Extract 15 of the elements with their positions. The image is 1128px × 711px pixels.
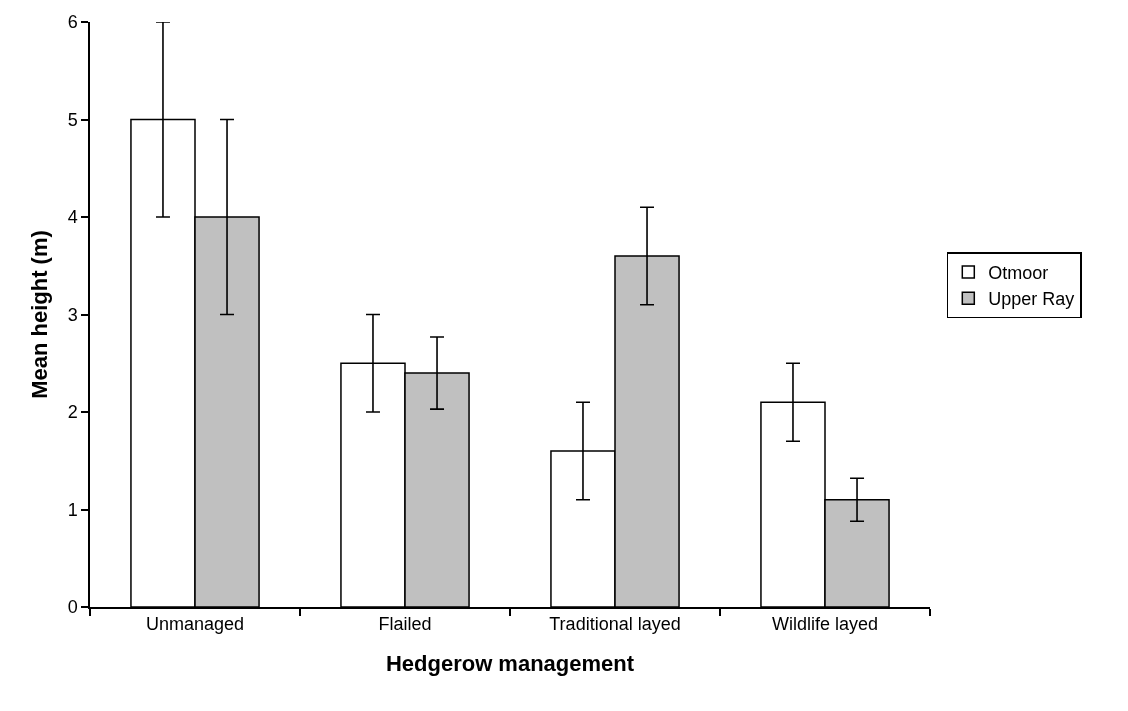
y-tick-label: 1 [67, 499, 78, 520]
x-tick-label: Traditional layed [549, 614, 681, 635]
legend-label: Otmoor [988, 262, 1049, 283]
x-axis-title: Hedgerow management [385, 650, 635, 676]
x-tick-label: Wildlife layed [771, 614, 879, 635]
y-tick-label: 5 [67, 109, 78, 130]
y-tick-label: 2 [67, 402, 78, 423]
y-tick-label: 4 [67, 207, 78, 228]
y-axis-title: Mean height (m) [26, 230, 52, 399]
y-tick-label: 6 [67, 12, 78, 33]
y-tick-label: 0 [67, 597, 78, 618]
legend-label: Upper Ray [988, 289, 1075, 310]
x-tick-label: Unmanaged [145, 614, 245, 635]
x-tick-label: Flailed [378, 614, 432, 635]
y-tick-label: 3 [67, 304, 78, 325]
